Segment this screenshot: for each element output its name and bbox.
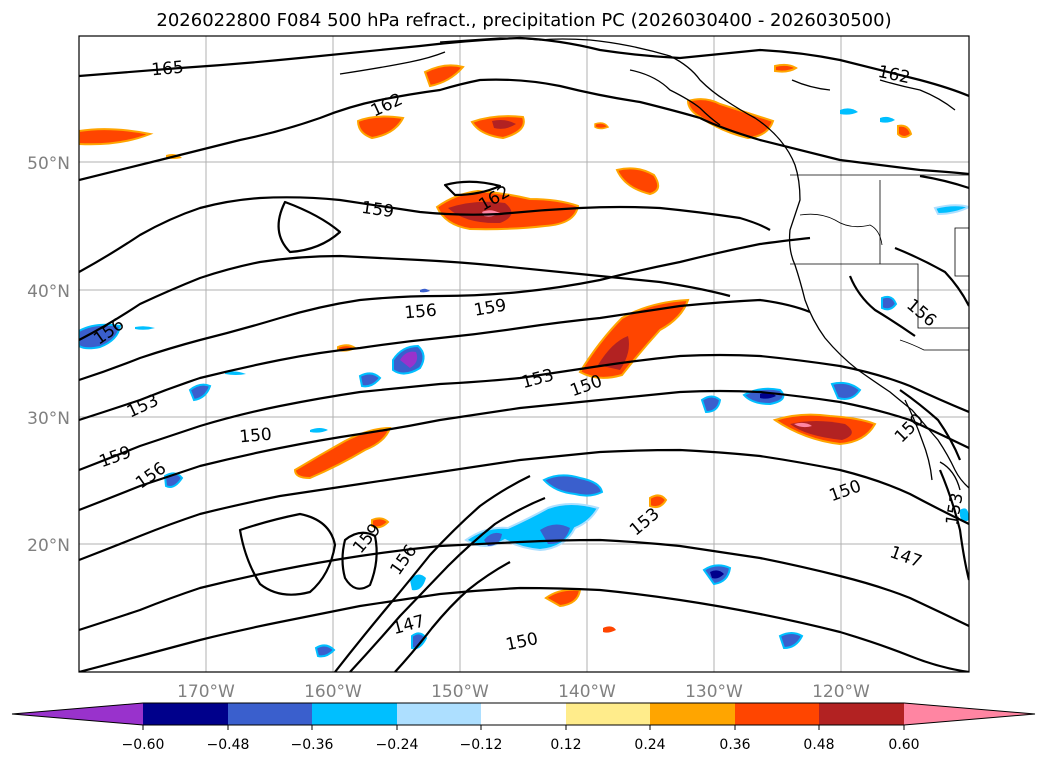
colorbar-segment: [819, 703, 904, 725]
lon-label: 160°W: [304, 682, 362, 702]
colorbar-segment: [312, 703, 397, 725]
lat-label: 20°N: [27, 536, 70, 556]
political-borders: [790, 174, 969, 351]
colorbar-tick-label: −0.60: [122, 737, 165, 753]
colorbar-segment: [228, 703, 312, 725]
contour-label: 159: [360, 198, 395, 222]
precip-negative-area: [540, 524, 570, 545]
contour-label: 156: [404, 301, 438, 324]
colorbar-segment: [143, 703, 228, 725]
precip-positive-area: [603, 626, 616, 633]
precip-negative-area: [225, 371, 246, 375]
precip-positive-area: [897, 124, 913, 138]
lon-label: 170°W: [177, 682, 235, 702]
colorbar-tick-label: −0.12: [460, 737, 503, 753]
colorbar-segment: [735, 703, 819, 725]
lon-label: 130°W: [685, 682, 743, 702]
precip-negative-area: [881, 295, 898, 311]
precip-positive-area: [448, 201, 512, 224]
lat-label: 30°N: [27, 409, 70, 429]
precip-positive-area: [423, 64, 465, 88]
lon-label: 140°W: [558, 682, 616, 702]
plot-area: [79, 36, 969, 672]
precip-positive-area: [356, 115, 405, 140]
precip-negative-area: [358, 372, 382, 388]
precipitation-shading: [79, 63, 969, 658]
colorbar-segment: [481, 703, 566, 725]
colorbar-tick-label: −0.36: [291, 737, 334, 753]
colorbar-tick-label: −0.24: [376, 737, 419, 753]
precip-negative-area: [400, 351, 418, 368]
precip-negative-area: [135, 326, 155, 330]
lat-label: 40°N: [27, 282, 70, 302]
precip-positive-area: [615, 167, 660, 196]
colorbar-tick-label: 0.12: [550, 737, 581, 753]
lat-label: 50°N: [27, 154, 70, 174]
colorbar-extend-low: [12, 703, 143, 725]
contour-label: 165: [151, 58, 185, 81]
colorbar: −0.60 −0.48 −0.36 −0.24 −0.12 0.12 0.24 …: [11, 702, 1036, 753]
precip-negative-area: [778, 632, 804, 650]
colorbar-segment: [397, 703, 481, 725]
plot-frame: [78, 35, 970, 673]
precip-negative-area: [410, 574, 426, 591]
lon-label: 120°W: [812, 682, 870, 702]
precip-negative-area: [840, 108, 858, 115]
longitude-labels: 170°W 160°W 150°W 140°W 130°W 120°W: [177, 682, 870, 702]
precip-negative-area: [700, 395, 722, 414]
contour-label: 150: [239, 425, 273, 448]
precip-negative-area: [420, 288, 430, 293]
colorbar-extend-high: [904, 703, 1035, 725]
precip-positive-area: [293, 426, 392, 480]
precip-positive-area: [492, 120, 516, 129]
precip-negative-area: [960, 508, 969, 522]
colorbar-segment: [566, 703, 650, 725]
precip-negative-area: [314, 644, 336, 658]
precip-negative-area: [880, 116, 895, 123]
precip-positive-area: [371, 517, 390, 529]
precip-negative-area: [542, 474, 604, 497]
precip-negative-area: [79, 323, 122, 350]
precip-positive-area: [598, 336, 629, 370]
colorbar-segment: [650, 703, 735, 725]
precip-negative-area: [310, 428, 328, 433]
colorbar-tick-label: 0.36: [719, 737, 750, 753]
precip-positive-area: [686, 98, 775, 140]
precip-positive-area: [594, 122, 610, 130]
precip-negative-area: [710, 570, 724, 579]
precip-negative-area: [188, 383, 212, 402]
colorbar-tick-label: 0.24: [634, 737, 665, 753]
precip-positive-area: [794, 422, 812, 428]
latitude-labels: 50°N 40°N 30°N 20°N: [27, 154, 70, 556]
colorbar-tick-label: 0.48: [803, 737, 834, 753]
coastlines: [339, 37, 969, 491]
precip-negative-area: [830, 381, 862, 400]
precip-positive-area: [79, 128, 154, 146]
precip-positive-area: [774, 63, 798, 73]
colorbar-tick-label: −0.48: [207, 737, 250, 753]
colorbar-ticks: [142, 725, 905, 730]
lon-label: 150°W: [431, 682, 489, 702]
precip-positive-area: [649, 494, 668, 509]
refractivity-contours: [79, 36, 969, 672]
colorbar-tick-label: 0.60: [888, 737, 919, 753]
figure-title: 2026022800 F084 500 hPa refract., precip…: [156, 10, 891, 31]
